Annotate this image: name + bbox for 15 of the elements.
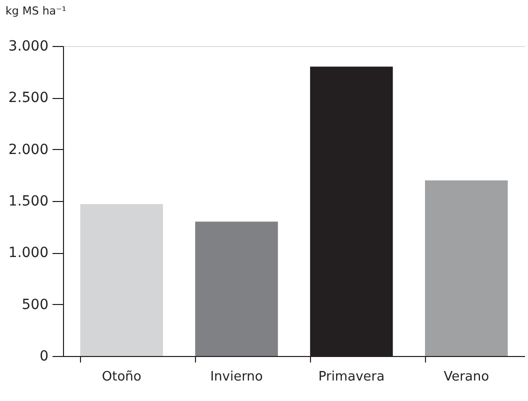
y-tick-label: 500 [22,296,48,313]
y-tick-label: 0 [40,348,48,364]
y-tick-label: 1.000 [8,245,48,262]
bar [425,180,508,356]
x-tick-label: Primavera [318,370,385,384]
bar [195,222,278,356]
x-tick-label: Verano [444,370,490,384]
x-tick-label: Invierno [210,370,263,384]
x-tick-label: Otoño [102,370,142,384]
y-tick-label: 2.000 [8,142,48,158]
y-tick-label: 3.000 [8,38,48,54]
y-tick-label: 1.500 [8,194,48,210]
y-tick-label: 2.500 [8,90,48,106]
y-axis-title: kg MS ha⁻¹ [6,4,66,18]
bar [80,204,163,356]
